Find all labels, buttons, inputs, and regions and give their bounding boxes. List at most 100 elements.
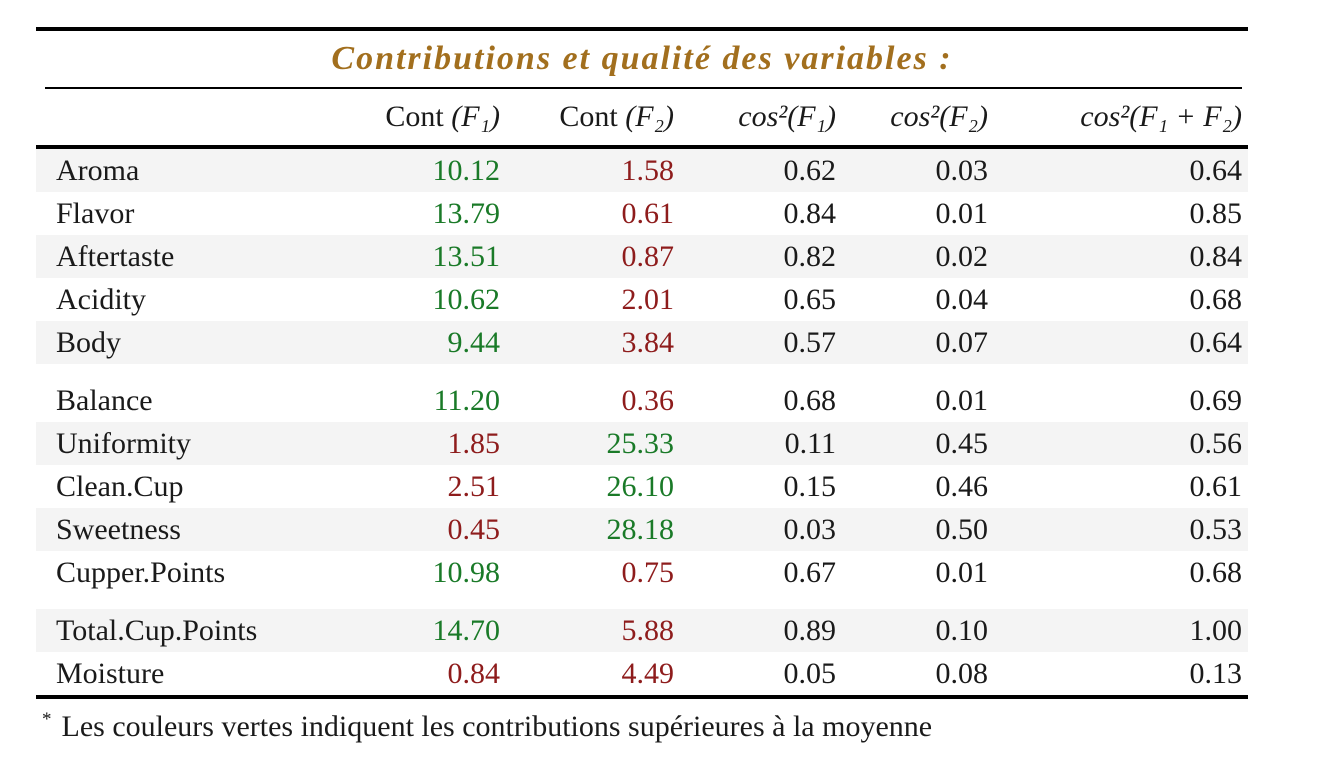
cos2-f2-value: 0.03 [836,147,988,192]
title-separator-rule [45,87,1242,89]
cos2-f1f2-value: 0.64 [988,147,1248,192]
table-row: Balance 11.20 0.36 0.68 0.01 0.69 [36,379,1248,422]
cos2-f2-value: 0.07 [836,321,988,364]
group-spacer-cell [36,594,1248,609]
cont-f1-value: 0.84 [447,657,501,690]
row-label: Balance [56,384,153,417]
header-math: (F₂) [625,100,674,133]
cos2-f2-value: 0.50 [836,508,988,551]
cont-f2-value: 26.10 [606,470,675,503]
cos2-f1f2-value: 1.00 [988,609,1248,652]
header-text: Cont [559,100,626,133]
group-spacer-cell [36,364,1248,379]
top-rule [36,27,1248,31]
row-label: Moisture [56,657,165,690]
row-label: Flavor [56,197,135,230]
cont-f1-value: 13.79 [432,197,501,230]
table-row: Body 9.44 3.84 0.57 0.07 0.64 [36,321,1248,364]
column-header-cos2-f2: cos²(F₂) [836,89,988,149]
cos2-f1f2-value: 0.84 [988,235,1248,278]
cos2-f1-value: 0.65 [783,283,837,316]
cos2-f2-value: 0.08 [935,657,989,690]
cont-f2-value: 3.84 [500,321,674,364]
group-spacer [36,594,1248,609]
row-label: Aftertaste [36,235,318,278]
cont-f2-value: 0.36 [621,384,675,417]
cos2-f2-value: 0.45 [836,422,988,465]
row-label: Total.Cup.Points [36,609,318,652]
header-math: cos²(F₁) [738,100,836,133]
cos2-f1-value: 0.67 [783,556,837,589]
header-row: Cont (F₁) Cont (F₂) cos²(F₁) cos²(F₂) co… [36,89,1248,149]
cos2-f1-value: 0.62 [674,147,836,192]
table-row: Acidity 10.62 2.01 0.65 0.04 0.68 [36,278,1248,321]
cont-f2-value: 0.61 [621,197,675,230]
cos2-f1f2-value: 0.53 [988,508,1248,551]
cont-f2-value: 0.75 [621,556,675,589]
cos2-f2-value: 0.46 [935,470,989,503]
page-title: Contributions et qualité des variables : [331,40,953,77]
cont-f2-value: 2.01 [621,283,675,316]
cos2-f1f2-value: 0.64 [988,321,1248,364]
cont-f2-value: 0.87 [500,235,674,278]
cos2-f1f2-value: 0.68 [1189,556,1243,589]
cos2-f1-value: 0.82 [674,235,836,278]
cos2-f1f2-value: 0.56 [988,422,1248,465]
header-text: Cont [385,100,452,133]
cont-f1-value: 10.98 [432,556,501,589]
table-row: Cupper.Points 10.98 0.75 0.67 0.01 0.68 [36,551,1248,594]
column-header-cont-f2: Cont (F₂) [500,89,674,149]
contributions-table: Cont (F₁) Cont (F₂) cos²(F₁) cos²(F₂) co… [36,89,1248,695]
table-row: Flavor 13.79 0.61 0.84 0.01 0.85 [36,192,1248,235]
cos2-f1-value: 0.03 [674,508,836,551]
column-header-cos2-f1f2: cos²(F₁ + F₂) [988,89,1248,149]
table-row: Moisture 0.84 4.49 0.05 0.08 0.13 [36,652,1248,695]
row-label: Acidity [56,283,146,316]
row-label: Body [36,321,318,364]
table-row: Aroma 10.12 1.58 0.62 0.03 0.64 [36,147,1248,192]
cos2-f1f2-value: 0.69 [1189,384,1243,417]
cont-f1-value: 1.85 [318,422,500,465]
cont-f1-value: 10.62 [432,283,501,316]
cos2-f1-value: 0.15 [783,470,837,503]
footnote-text: Les couleurs vertes indiquent les contri… [61,710,933,743]
table-row: Uniformity 1.85 25.33 0.11 0.45 0.56 [36,422,1248,465]
cont-f1-value: 0.45 [318,508,500,551]
bottom-rule [36,695,1248,699]
cos2-f1-value: 0.89 [674,609,836,652]
cont-f2-value: 28.18 [500,508,674,551]
cos2-f2-value: 0.01 [935,197,989,230]
cos2-f2-value: 0.01 [935,384,989,417]
cos2-f1-value: 0.84 [783,197,837,230]
cont-f2-value: 1.58 [500,147,674,192]
cont-f1-value: 13.51 [318,235,500,278]
cont-f1-value: 11.20 [433,384,500,417]
cont-f1-value: 9.44 [318,321,500,364]
table-row: Clean.Cup 2.51 26.10 0.15 0.46 0.61 [36,465,1248,508]
row-label: Aroma [36,147,318,192]
cos2-f1f2-value: 0.61 [1189,470,1243,503]
cont-f1-value: 10.12 [318,147,500,192]
cont-f2-value: 4.49 [621,657,675,690]
cos2-f1-value: 0.11 [674,422,836,465]
cos2-f2-value: 0.10 [836,609,988,652]
cos2-f1-value: 0.68 [783,384,837,417]
cos2-f1-value: 0.05 [783,657,837,690]
cos2-f1-value: 0.57 [674,321,836,364]
variable-column-header [36,89,318,149]
cont-f2-value: 25.33 [500,422,674,465]
footnote-marker: * [42,709,52,730]
cos2-f2-value: 0.01 [935,556,989,589]
row-label: Cupper.Points [56,556,226,589]
table-body: Aroma 10.12 1.58 0.62 0.03 0.64 Flavor 13.79 0.6… [36,147,1248,695]
cont-f1-value: 2.51 [447,470,501,503]
cos2-f2-value: 0.02 [836,235,988,278]
table-row: Total.Cup.Points 14.70 5.88 0.89 0.10 1.00 [36,609,1248,652]
cos2-f1f2-value: 0.13 [1189,657,1243,690]
cos2-f1f2-value: 0.85 [1189,197,1243,230]
title-row: Contributions et qualité des variables : [36,31,1248,87]
table-footnote: * Les couleurs vertes indiquent les contr… [42,709,1320,744]
row-label: Uniformity [36,422,318,465]
cos2-f1f2-value: 0.68 [1189,283,1243,316]
